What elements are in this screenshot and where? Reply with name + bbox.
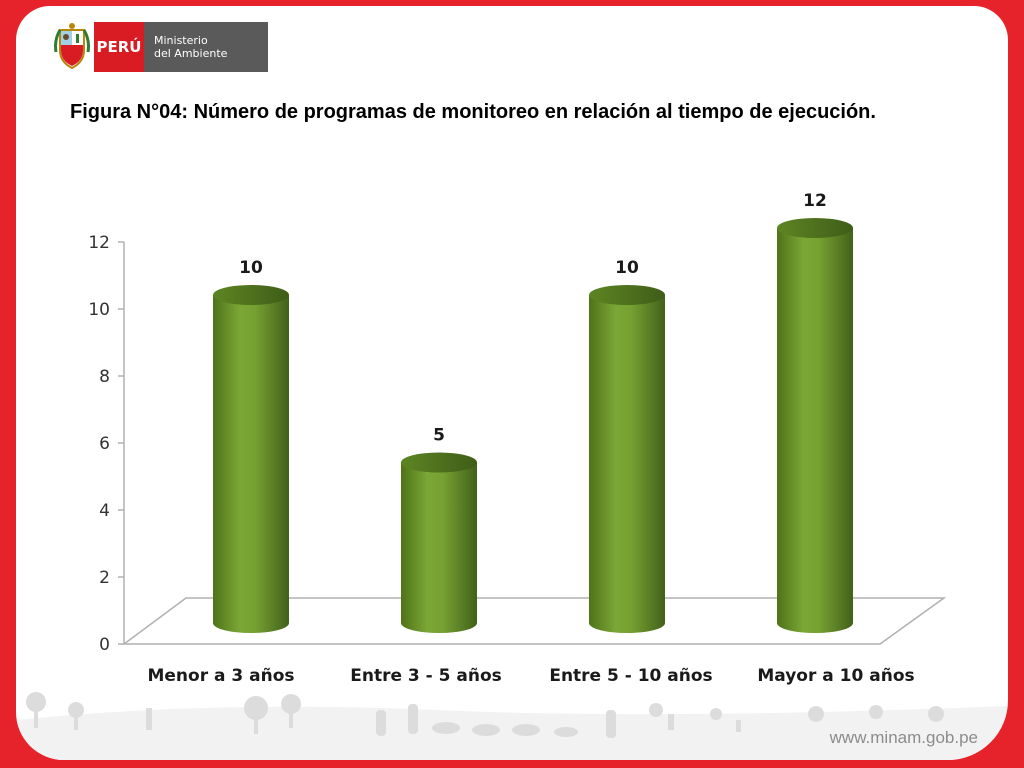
y-tick-label: 8 [99, 367, 110, 387]
data-label: 5 [433, 426, 445, 446]
chart-bars [213, 218, 853, 633]
bar-top [401, 452, 477, 473]
data-label: 12 [803, 191, 827, 211]
y-tick-label: 10 [88, 300, 110, 320]
data-label: 10 [615, 258, 639, 278]
y-tick-label: 12 [88, 233, 110, 253]
bar [213, 295, 289, 633]
chart-floor [121, 597, 947, 645]
bar [589, 295, 665, 633]
category-label: Mayor a 10 años [757, 666, 914, 686]
y-tick-label: 2 [99, 568, 110, 588]
ministry-line-2: del Ambiente [154, 47, 228, 60]
category-label: Entre 3 - 5 años [350, 666, 502, 686]
ministry-line-1: Ministerio [154, 34, 208, 47]
footer-illustration [16, 692, 1008, 760]
category-label: Entre 5 - 10 años [549, 666, 712, 686]
chart-axes: 0 2 4 6 8 10 12 [88, 233, 947, 655]
y-tick-label: 6 [99, 434, 110, 454]
peru-label: PERÚ [94, 22, 144, 72]
y-tick-label: 4 [99, 501, 110, 521]
bar-chart: 0 2 4 6 8 10 12 10 Menor a 3 años 5 Entre 3 - 5 a… [88, 191, 947, 686]
bar [401, 462, 477, 633]
ministry-name: Ministerio del Ambiente [144, 22, 268, 72]
coat-of-arms-icon [54, 23, 90, 70]
bar-top [213, 285, 289, 305]
category-label: Menor a 3 años [147, 666, 294, 686]
figure-caption: Figura N°04: Número de programas de moni… [70, 101, 876, 123]
footer-url: www.minam.gob.pe [829, 728, 978, 747]
chart-labels: 10 Menor a 3 años 5 Entre 3 - 5 años 10 Entre… [147, 191, 914, 686]
y-tick-label: 0 [99, 635, 110, 655]
bar-top [777, 218, 853, 238]
ministry-logo: PERÚ Ministerio del Ambiente [54, 22, 268, 72]
data-label: 10 [239, 258, 263, 278]
bar-top [589, 285, 665, 305]
bar [777, 228, 853, 633]
slide: PERÚ Ministerio del Ambiente Figura N°04… [16, 6, 1008, 760]
